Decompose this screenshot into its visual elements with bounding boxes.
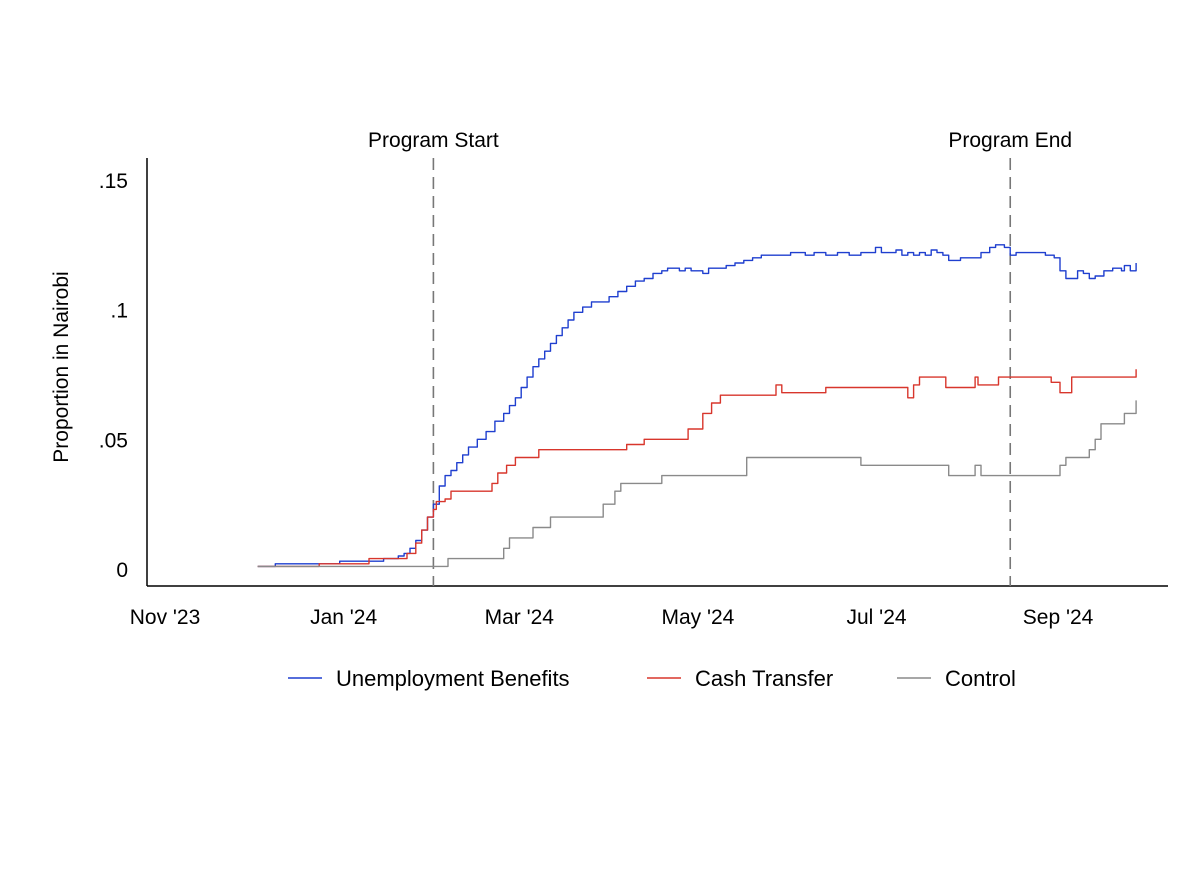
x-tick-label: Jan '24: [310, 606, 377, 629]
y-axis-title: Proportion in Nairobi: [50, 271, 73, 462]
annotations: Program Start Program End: [368, 129, 1072, 586]
series-line-cash-transfer: [257, 369, 1137, 568]
annotation-label: Program Start: [368, 129, 499, 152]
legend-entry-label: Cash Transfer: [695, 666, 833, 691]
y-tick-label: .1: [110, 300, 128, 323]
series-line-control: [257, 400, 1137, 568]
x-tick-label: Sep '24: [1023, 606, 1094, 629]
x-tick-label: Jul '24: [847, 606, 907, 629]
x-tick-label: May '24: [661, 606, 734, 629]
axes: 0 .05 .1 .15 Nov '23 Jan '24 Mar '24 May '24 Jul…: [50, 158, 1168, 629]
legend-entry-label: Unemployment Benefits: [336, 666, 570, 691]
series-line-unemployment-benefits: [257, 244, 1137, 568]
legend-entry-label: Control: [945, 666, 1016, 691]
x-tick-label: Mar '24: [485, 606, 555, 629]
x-tick-label: Nov '23: [130, 606, 201, 629]
annotation-label: Program End: [948, 129, 1072, 152]
y-tick-label: 0: [116, 559, 128, 582]
legend: Unemployment Benefits Cash Transfer Contro…: [288, 666, 1016, 691]
y-tick-label: .15: [99, 170, 128, 193]
y-tick-label: .05: [99, 429, 128, 452]
series-lines: [257, 244, 1137, 568]
